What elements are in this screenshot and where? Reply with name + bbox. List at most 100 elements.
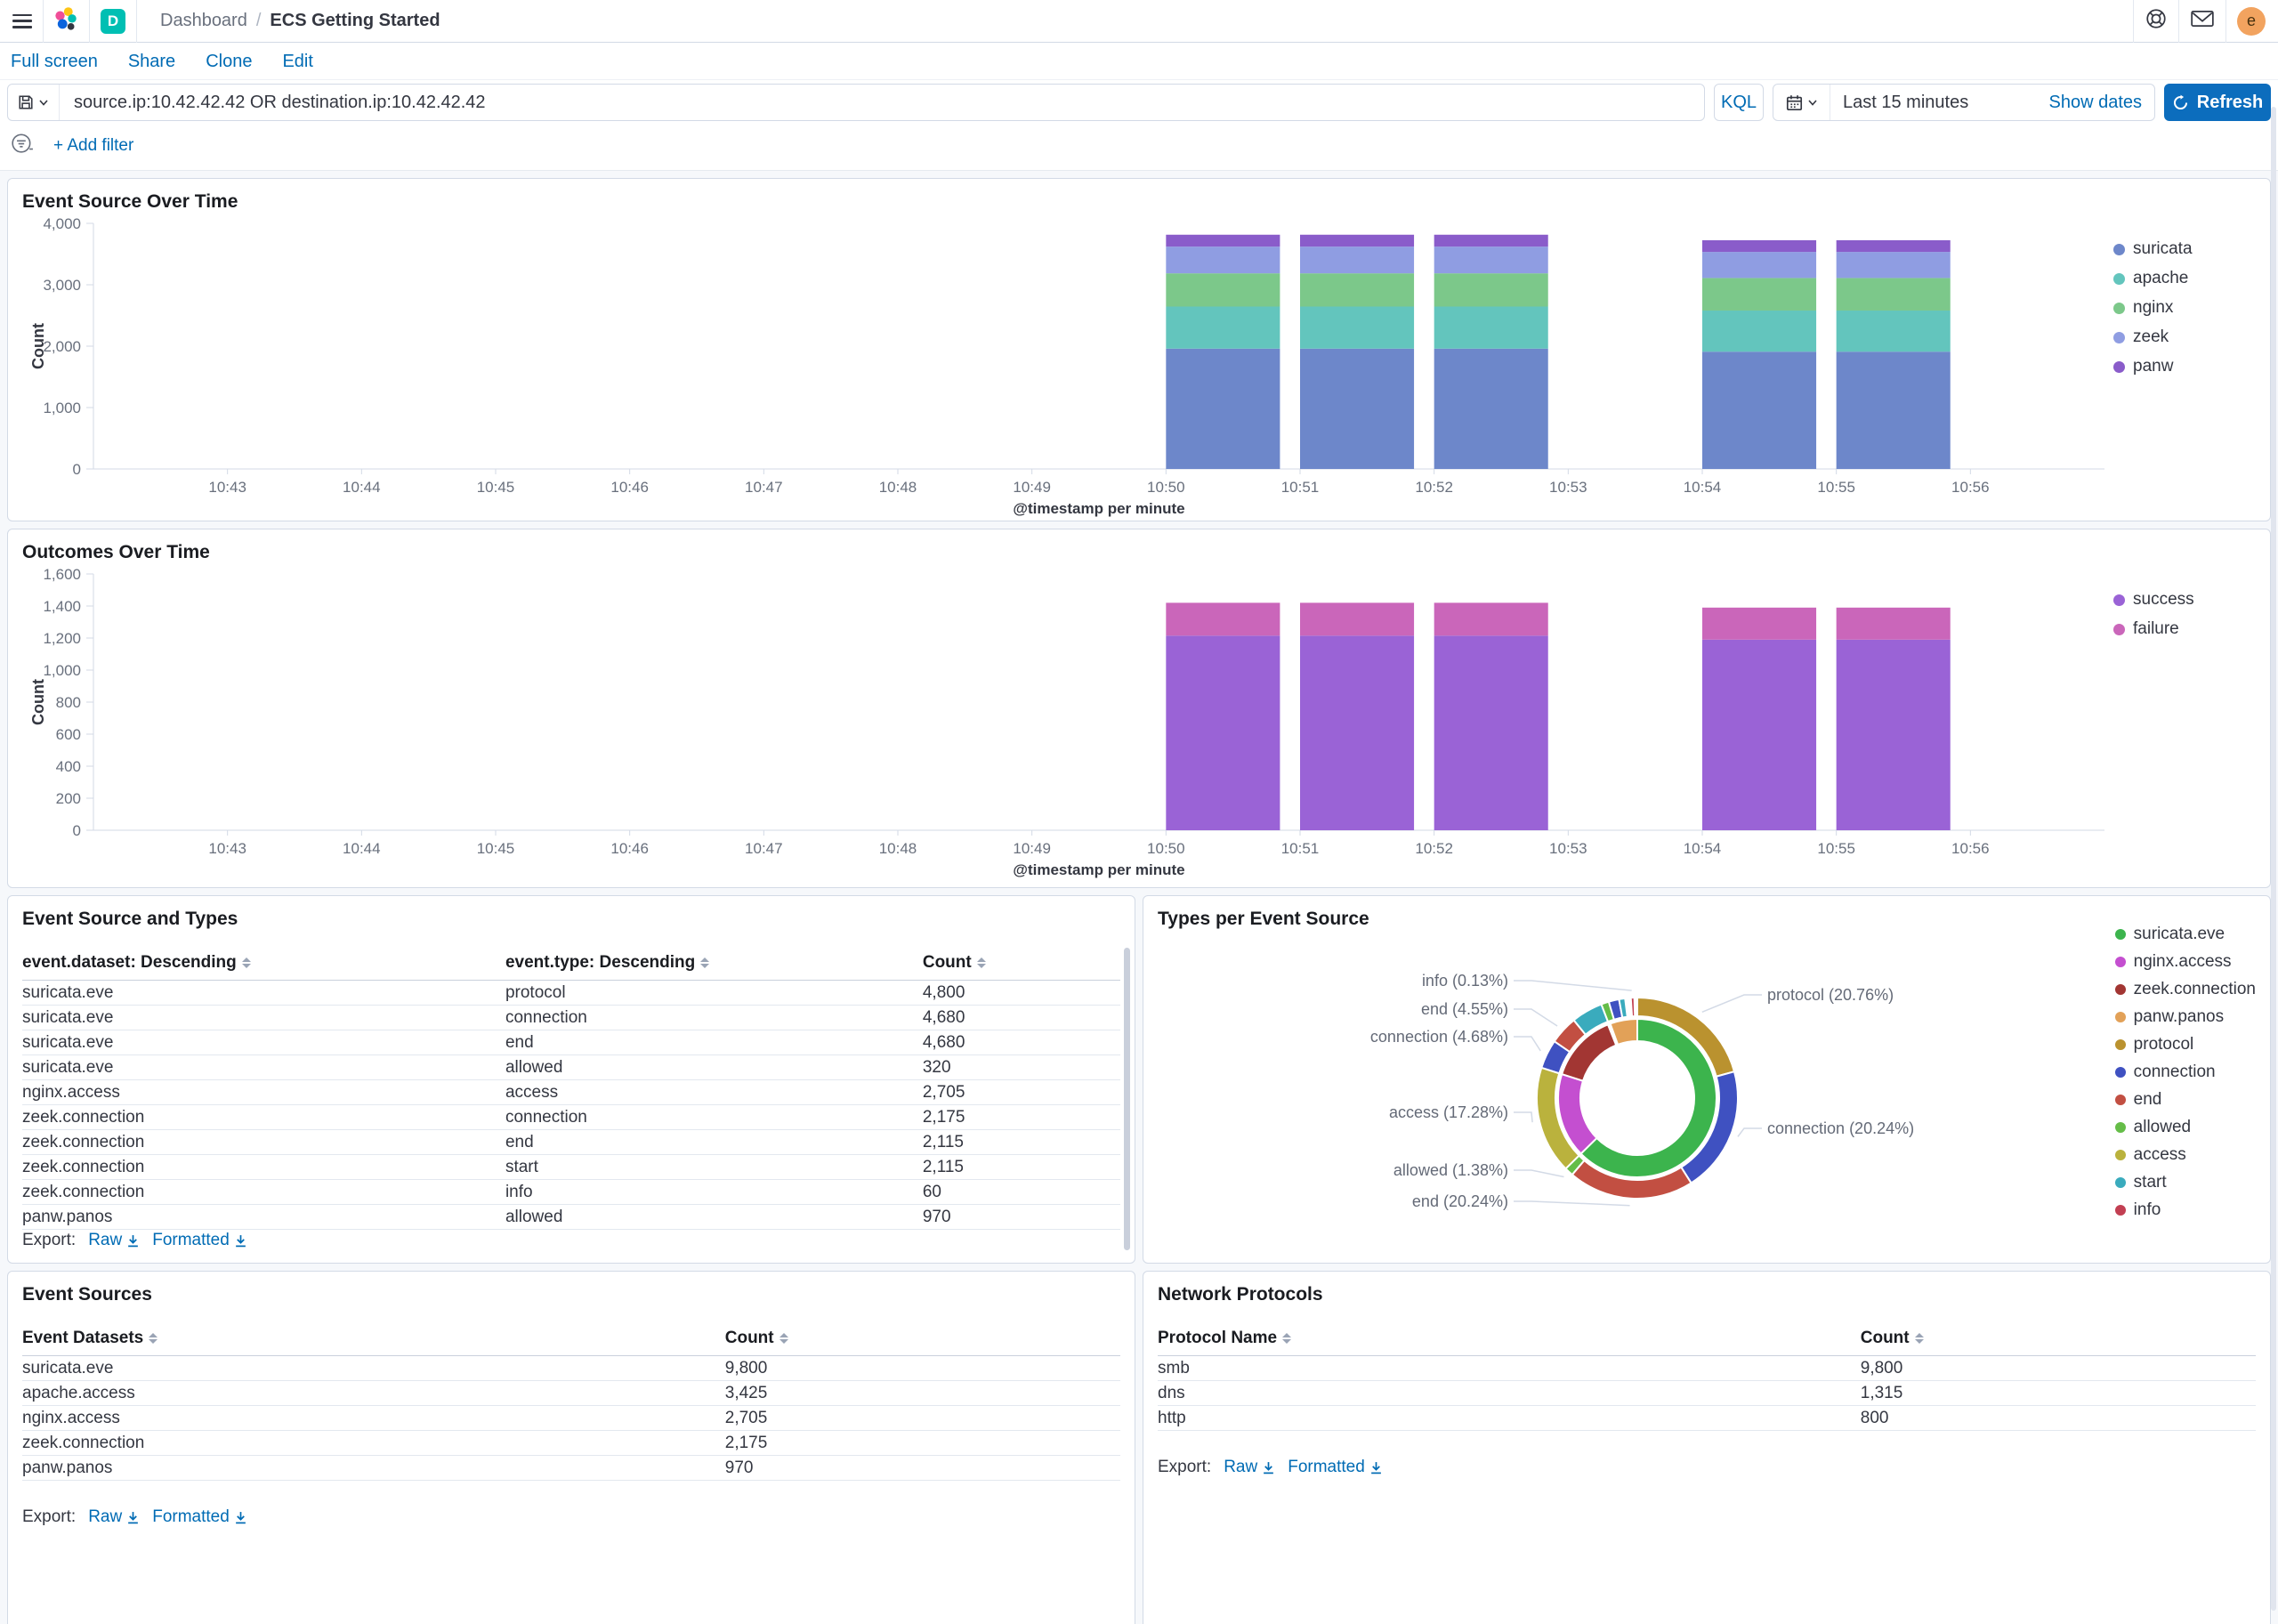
column-header-event.dataset[interactable]: event.dataset: Descending <box>22 946 505 980</box>
legend-item-failure[interactable]: failure <box>2113 619 2256 639</box>
legend-item-allowed[interactable]: allowed <box>2114 1118 2256 1137</box>
time-range-value[interactable]: Last 15 minutes <box>1843 92 1969 112</box>
mail-icon[interactable] <box>2190 8 2215 34</box>
legend-item-suricata.eve[interactable]: suricata.eve <box>2114 925 2256 944</box>
query-input[interactable]: source.ip:10.42.42.42 OR destination.ip:… <box>7 84 1705 121</box>
full-screen-link[interactable]: Full screen <box>11 52 98 71</box>
query-text[interactable]: source.ip:10.42.42.42 OR destination.ip:… <box>74 92 486 112</box>
legend-item-info[interactable]: info <box>2114 1200 2256 1220</box>
bar-10:51-suricata[interactable] <box>1300 348 1415 469</box>
share-link[interactable]: Share <box>127 52 176 71</box>
bar-10:54-nginx[interactable] <box>1702 278 1817 311</box>
legend-item-panw[interactable]: panw <box>2113 357 2256 376</box>
clone-link[interactable]: Clone <box>206 52 253 71</box>
menu-icon[interactable] <box>12 13 32 28</box>
add-filter-link[interactable]: + Add filter <box>53 135 134 155</box>
table-cell: 4,800 <box>922 982 965 1002</box>
export-formatted-link[interactable]: Formatted <box>152 1231 247 1250</box>
bar-10:51-zeek[interactable] <box>1300 246 1415 274</box>
refresh-button[interactable]: Refresh <box>2164 84 2271 121</box>
donut-outer-info[interactable] <box>1629 997 1636 1018</box>
legend-item-end[interactable]: end <box>2114 1090 2256 1110</box>
bar-10:51-failure[interactable] <box>1300 602 1415 636</box>
legend-item-zeek[interactable]: zeek <box>2113 327 2256 347</box>
bar-10:51-nginx[interactable] <box>1300 273 1415 307</box>
bar-10:55-success[interactable] <box>1836 639 1951 830</box>
legend-item-access[interactable]: access <box>2114 1145 2256 1165</box>
saved-query-menu[interactable] <box>8 85 60 120</box>
calendar-menu[interactable] <box>1773 85 1830 120</box>
bar-10:52-nginx[interactable] <box>1434 273 1548 307</box>
bar-10:54-zeek[interactable] <box>1702 252 1817 279</box>
bar-10:52-success[interactable] <box>1434 635 1548 830</box>
column-header-Count[interactable]: Count <box>923 946 1120 980</box>
bar-10:55-suricata[interactable] <box>1836 351 1951 469</box>
bar-10:50-success[interactable] <box>1166 635 1280 830</box>
bar-10:52-zeek[interactable] <box>1434 246 1548 274</box>
help-icon[interactable] <box>2145 7 2168 35</box>
bar-10:55-nginx[interactable] <box>1836 278 1951 311</box>
bar-10:52-apache[interactable] <box>1434 306 1548 349</box>
legend-item-success[interactable]: success <box>2113 590 2256 610</box>
column-header-Event Datasets[interactable]: Event Datasets <box>22 1321 725 1355</box>
donut-inner-suricata.eve[interactable] <box>1579 1017 1717 1178</box>
legend-item-nginx.access[interactable]: nginx.access <box>2114 952 2256 972</box>
column-header-Protocol Name[interactable]: Protocol Name <box>1158 1321 1861 1355</box>
donut-outer-start[interactable] <box>1618 997 1628 1019</box>
legend-item-zeek.connection[interactable]: zeek.connection <box>2114 980 2256 999</box>
bar-10:54-failure[interactable] <box>1702 607 1817 640</box>
query-language-button[interactable]: KQL <box>1714 84 1764 121</box>
bar-10:50-suricata[interactable] <box>1166 348 1280 469</box>
export-formatted-link[interactable]: Formatted <box>1288 1458 1383 1477</box>
elastic-logo-icon[interactable] <box>54 6 78 36</box>
svg-text:10:46: 10:46 <box>610 840 649 857</box>
bar-10:50-apache[interactable] <box>1166 306 1280 349</box>
bar-10:55-failure[interactable] <box>1836 607 1951 640</box>
bar-10:55-zeek[interactable] <box>1836 252 1951 279</box>
column-header-Count[interactable]: Count <box>1861 1321 2256 1355</box>
legend-item-panw.panos[interactable]: panw.panos <box>2114 1007 2256 1027</box>
export-raw-link[interactable]: Raw <box>88 1231 140 1250</box>
legend-item-nginx[interactable]: nginx <box>2113 298 2256 318</box>
panel-scrollbar[interactable] <box>1124 948 1130 1250</box>
bar-10:51-success[interactable] <box>1300 635 1415 830</box>
legend-item-start[interactable]: start <box>2114 1173 2256 1192</box>
bar-10:52-suricata[interactable] <box>1434 348 1548 469</box>
column-header-event.type[interactable]: event.type: Descending <box>505 946 923 980</box>
bar-10:50-nginx[interactable] <box>1166 273 1280 307</box>
bar-10:51-panw[interactable] <box>1300 234 1415 247</box>
legend-item-connection[interactable]: connection <box>2114 1062 2256 1082</box>
legend-item-protocol[interactable]: protocol <box>2114 1035 2256 1054</box>
export-raw-link[interactable]: Raw <box>1224 1458 1275 1477</box>
bar-10:51-apache[interactable] <box>1300 306 1415 349</box>
divider <box>2225 0 2226 43</box>
column-header-Count[interactable]: Count <box>725 1321 1120 1355</box>
bar-10:54-panw[interactable] <box>1702 239 1817 253</box>
bar-10:54-suricata[interactable] <box>1702 351 1817 469</box>
bar-10:50-zeek[interactable] <box>1166 246 1280 274</box>
bar-10:50-failure[interactable] <box>1166 602 1280 636</box>
bar-10:52-panw[interactable] <box>1434 234 1548 247</box>
space-badge[interactable]: D <box>101 8 125 34</box>
user-avatar[interactable]: e <box>2237 6 2266 36</box>
show-dates-link[interactable]: Show dates <box>2048 92 2142 112</box>
page-scrollbar[interactable] <box>2271 107 2276 1611</box>
legend-item-apache[interactable]: apache <box>2113 269 2256 288</box>
filter-icon[interactable] <box>11 132 34 159</box>
bar-10:55-panw[interactable] <box>1836 239 1951 253</box>
time-picker[interactable]: Last 15 minutes Show dates <box>1773 84 2155 121</box>
table-cell: dns <box>1158 1383 1185 1402</box>
legend-item-suricata[interactable]: suricata <box>2113 239 2256 259</box>
svg-text:1,200: 1,200 <box>43 630 81 647</box>
bar-10:55-apache[interactable] <box>1836 310 1951 352</box>
bar-10:54-apache[interactable] <box>1702 310 1817 352</box>
donut-inner-zeek.connection[interactable] <box>1560 1023 1618 1082</box>
edit-link[interactable]: Edit <box>282 52 313 71</box>
breadcrumb-dashboard[interactable]: Dashboard <box>160 11 247 30</box>
bar-10:54-success[interactable] <box>1702 639 1817 830</box>
bar-10:52-failure[interactable] <box>1434 602 1548 636</box>
export-raw-link[interactable]: Raw <box>88 1507 140 1527</box>
donut-inner-panw.panos[interactable] <box>1609 1017 1638 1046</box>
bar-10:50-panw[interactable] <box>1166 234 1280 247</box>
export-formatted-link[interactable]: Formatted <box>152 1507 247 1527</box>
